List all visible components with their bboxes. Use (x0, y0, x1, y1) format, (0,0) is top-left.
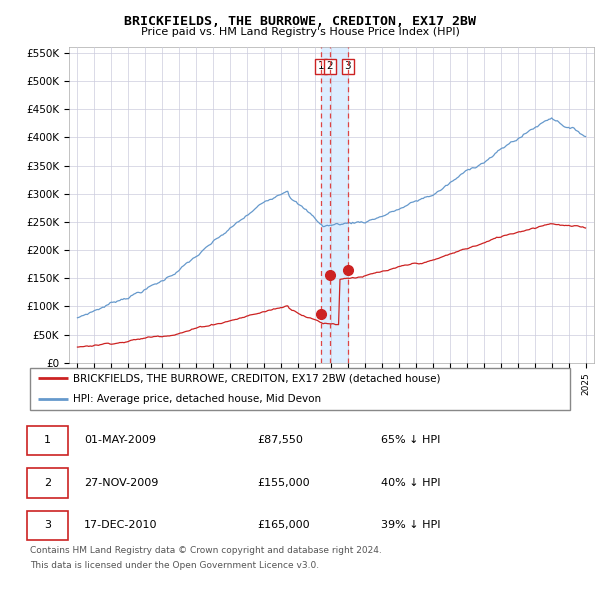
Text: 65% ↓ HPI: 65% ↓ HPI (381, 435, 440, 445)
Text: BRICKFIELDS, THE BURROWE, CREDITON, EX17 2BW: BRICKFIELDS, THE BURROWE, CREDITON, EX17… (124, 15, 476, 28)
Text: 1: 1 (44, 435, 52, 445)
Text: 2: 2 (326, 61, 333, 71)
Text: Price paid vs. HM Land Registry's House Price Index (HPI): Price paid vs. HM Land Registry's House … (140, 27, 460, 37)
Text: £87,550: £87,550 (257, 435, 302, 445)
Text: This data is licensed under the Open Government Licence v3.0.: This data is licensed under the Open Gov… (30, 561, 319, 570)
Text: £155,000: £155,000 (257, 478, 310, 488)
Text: £165,000: £165,000 (257, 520, 310, 530)
FancyBboxPatch shape (30, 368, 570, 410)
Text: 1: 1 (317, 61, 324, 71)
Text: 2: 2 (44, 478, 52, 488)
Text: 39% ↓ HPI: 39% ↓ HPI (381, 520, 440, 530)
Text: HPI: Average price, detached house, Mid Devon: HPI: Average price, detached house, Mid … (73, 395, 322, 404)
Text: 40% ↓ HPI: 40% ↓ HPI (381, 478, 440, 488)
Text: BRICKFIELDS, THE BURROWE, CREDITON, EX17 2BW (detached house): BRICKFIELDS, THE BURROWE, CREDITON, EX17… (73, 373, 440, 383)
FancyBboxPatch shape (28, 425, 68, 455)
Text: 01-MAY-2009: 01-MAY-2009 (84, 435, 156, 445)
Bar (321, 47, 348, 363)
Text: 3: 3 (344, 61, 351, 71)
Text: Contains HM Land Registry data © Crown copyright and database right 2024.: Contains HM Land Registry data © Crown c… (30, 546, 382, 555)
FancyBboxPatch shape (28, 468, 68, 497)
Text: 27-NOV-2009: 27-NOV-2009 (84, 478, 158, 488)
Text: 17-DEC-2010: 17-DEC-2010 (84, 520, 157, 530)
FancyBboxPatch shape (28, 510, 68, 540)
Text: 3: 3 (44, 520, 52, 530)
